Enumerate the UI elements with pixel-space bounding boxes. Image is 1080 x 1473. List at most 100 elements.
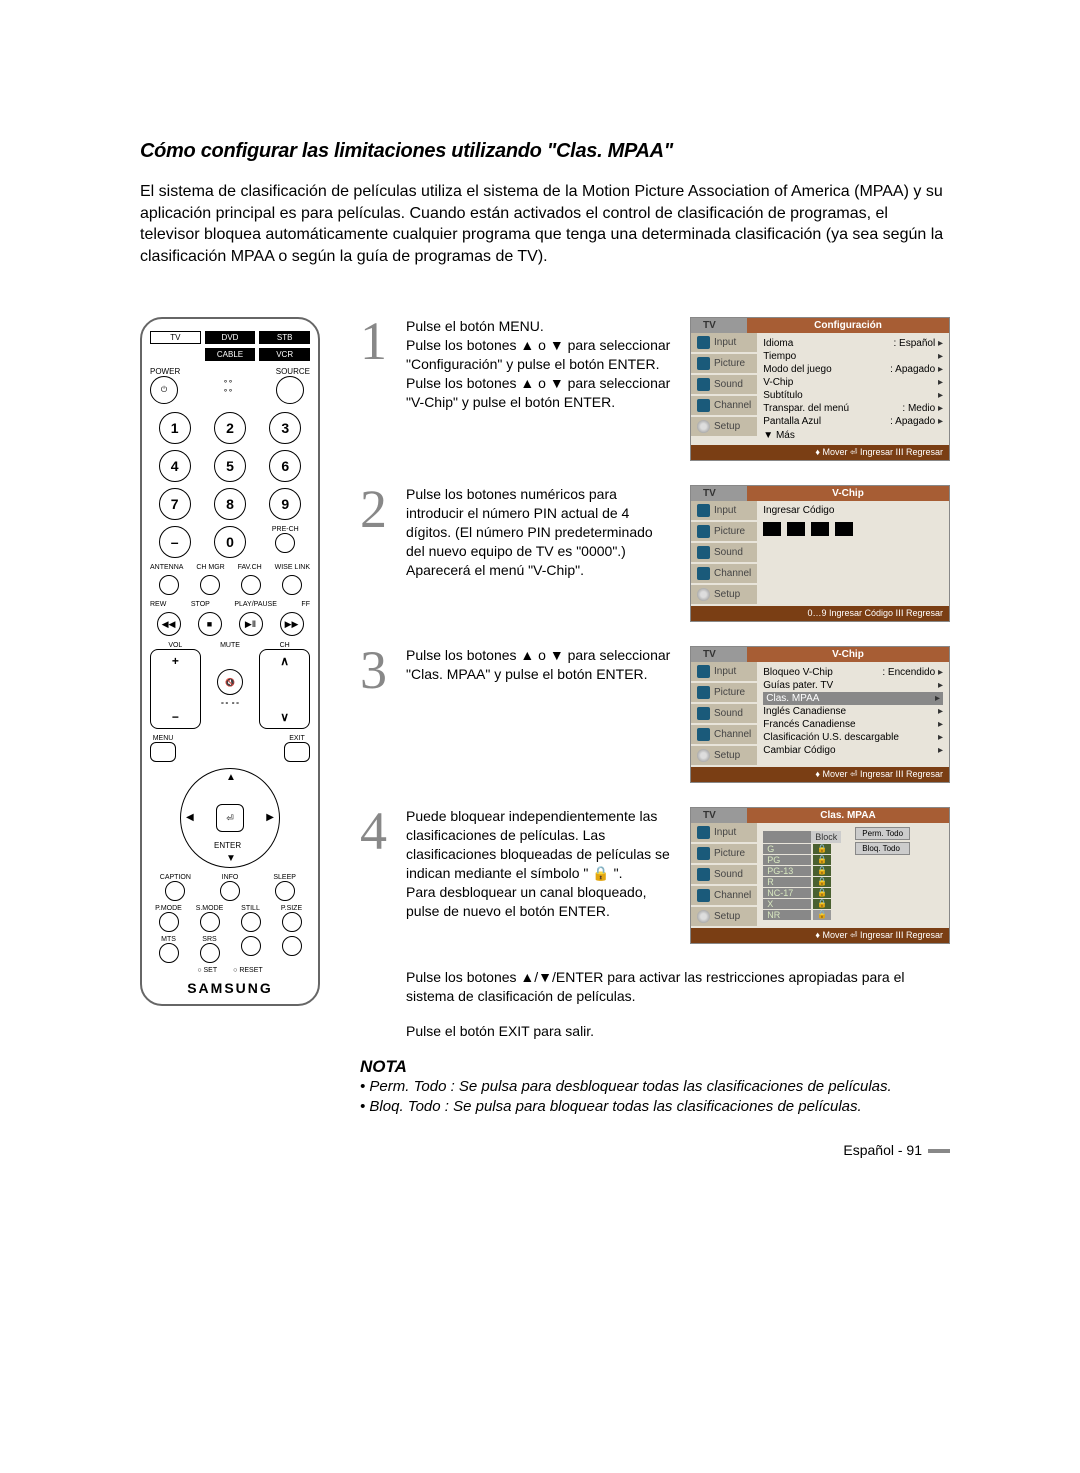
mpaa-rating-row: R🔒 <box>763 877 841 887</box>
osd-tab-picture: Picture <box>691 354 757 373</box>
remote-stb-label: STB <box>259 331 310 344</box>
chmgr-button[interactable] <box>200 575 220 595</box>
exit-label: EXIT <box>284 735 310 742</box>
num-6[interactable]: 6 <box>269 450 301 482</box>
favch-button[interactable] <box>241 575 261 595</box>
smode-button[interactable] <box>200 912 220 932</box>
pin-dot <box>787 522 805 536</box>
vol-rocker[interactable]: +− <box>150 649 201 729</box>
osd-tab-channel: Channel <box>691 564 757 583</box>
osd-tab-picture: Picture <box>691 844 757 863</box>
dpad[interactable]: ▲ ▼ ◀ ▶ ⏎ ENTER <box>180 768 280 868</box>
perm-todo-button[interactable]: Perm. Todo <box>855 827 910 840</box>
num-7[interactable]: 7 <box>159 488 191 520</box>
psize-button[interactable] <box>282 912 302 932</box>
osd-tab-setup: Setup <box>691 585 757 604</box>
osd-vchip-menu: TVV-Chip InputPictureSoundChannelSetup B… <box>690 646 950 783</box>
pmode-button[interactable] <box>159 912 179 932</box>
ch-label: CH <box>259 642 310 649</box>
osd-item: Guías pater. TV ▸ <box>763 679 943 692</box>
info-button[interactable] <box>220 881 240 901</box>
rew-button[interactable]: ◀◀ <box>157 612 181 636</box>
step3-num: 3 <box>360 646 396 783</box>
extra1-button[interactable] <box>241 936 261 956</box>
mpaa-rating-row: PG-13🔒 <box>763 866 841 876</box>
osd-vchip-pin: TVV-Chip InputPictureSoundChannelSetup I… <box>690 485 950 622</box>
srs-label: SRS <box>202 936 216 943</box>
extra2-button[interactable] <box>282 936 302 956</box>
remote-dvd-label: DVD <box>205 331 256 344</box>
playpause-label: PLAY/PAUSE <box>234 601 277 608</box>
num-2[interactable]: 2 <box>214 412 246 444</box>
pin-dot <box>763 522 781 536</box>
source-button[interactable] <box>276 376 304 404</box>
osd-tab-sound: Sound <box>691 375 757 394</box>
reset-label: RESET <box>239 967 262 974</box>
bloq-todo-button[interactable]: Bloq. Todo <box>855 842 910 855</box>
antenna-button[interactable] <box>159 575 179 595</box>
nota-item1: • Perm. Todo : Se pulsa para desbloquear… <box>360 1077 950 1097</box>
osd-item: Inglés Canadiense ▸ <box>763 705 943 718</box>
caption-button[interactable] <box>165 881 185 901</box>
osd-tab-setup: Setup <box>691 746 757 765</box>
ch-rocker[interactable]: ∧∨ <box>259 649 310 729</box>
step1-num: 1 <box>360 317 396 461</box>
nota-heading: NOTA <box>360 1057 950 1077</box>
ingresar-codigo-label: Ingresar Código <box>763 505 943 516</box>
prech-label: PRE-CH <box>261 526 310 533</box>
caption-label: CAPTION <box>160 874 191 881</box>
step4-text: Puede bloquear independientemente las cl… <box>406 807 680 944</box>
enter-label: ENTER <box>214 841 241 850</box>
osd-configuracion: TVConfiguración InputPictureSoundChannel… <box>690 317 950 461</box>
step4-num: 4 <box>360 807 396 944</box>
menu-label: MENU <box>150 735 176 742</box>
mpaa-rating-row: NR🔒 <box>763 910 841 920</box>
stop-button[interactable]: ■ <box>198 612 222 636</box>
osd-tab-setup: Setup <box>691 417 757 436</box>
osd-item: Clas. MPAA ▸ <box>763 692 943 705</box>
still-label: STILL <box>241 905 260 912</box>
osd-tab-input: Input <box>691 662 757 681</box>
playpause-button[interactable]: ▶Ⅱ <box>239 612 263 636</box>
num-4[interactable]: 4 <box>159 450 191 482</box>
sleep-button[interactable] <box>275 881 295 901</box>
ff-button[interactable]: ▶▶ <box>280 612 304 636</box>
num-3[interactable]: 3 <box>269 412 301 444</box>
mpaa-rating-row: PG🔒 <box>763 855 841 865</box>
osd-item: Bloqueo V-Chip: Encendido ▸ <box>763 666 943 679</box>
ff-label: FF <box>301 601 310 608</box>
num-dash[interactable]: – <box>159 526 191 558</box>
num-5[interactable]: 5 <box>214 450 246 482</box>
nota-item2: • Bloq. Todo : Se pulsa para bloquear to… <box>360 1097 950 1117</box>
num-0[interactable]: 0 <box>214 526 246 558</box>
rew-label: REW <box>150 601 166 608</box>
favch-label: FAV.CH <box>238 564 262 571</box>
prech-button[interactable] <box>275 533 295 553</box>
exit-button[interactable] <box>284 742 310 762</box>
wiselink-button[interactable] <box>282 575 302 595</box>
osd-item: Subtítulo ▸ <box>763 389 943 402</box>
psize-label: P.SIZE <box>281 905 302 912</box>
page-title: Cómo configurar las limitaciones utiliza… <box>140 140 950 163</box>
osd-item: Tiempo ▸ <box>763 350 943 363</box>
still-button[interactable] <box>241 912 261 932</box>
srs-button[interactable] <box>200 943 220 963</box>
osd-item: Pantalla Azul: Apagado ▸ <box>763 415 943 428</box>
source-label: SOURCE <box>276 367 310 376</box>
osd-tab-input: Input <box>691 333 757 352</box>
step4-extra2: Pulse el botón EXIT para salir. <box>406 1022 950 1041</box>
brand: SAMSUNG <box>150 980 310 996</box>
num-8[interactable]: 8 <box>214 488 246 520</box>
mute-button[interactable]: 🔇 <box>217 669 243 695</box>
remote-control: TV DVD STB CABLE VCR POWER ⏻ ∘∘∘∘ SOURCE <box>140 317 320 1006</box>
mpaa-rating-row: NC-17🔒 <box>763 888 841 898</box>
num-1[interactable]: 1 <box>159 412 191 444</box>
osd-tab-input: Input <box>691 501 757 520</box>
menu-button[interactable] <box>150 742 176 762</box>
power-button[interactable]: ⏻ <box>150 376 178 404</box>
num-9[interactable]: 9 <box>269 488 301 520</box>
step1-text: Pulse el botón MENU. Pulse los botones ▲… <box>406 317 680 461</box>
mts-button[interactable] <box>159 943 179 963</box>
pmode-label: P.MODE <box>155 905 182 912</box>
enter-button[interactable]: ⏎ <box>216 804 244 832</box>
